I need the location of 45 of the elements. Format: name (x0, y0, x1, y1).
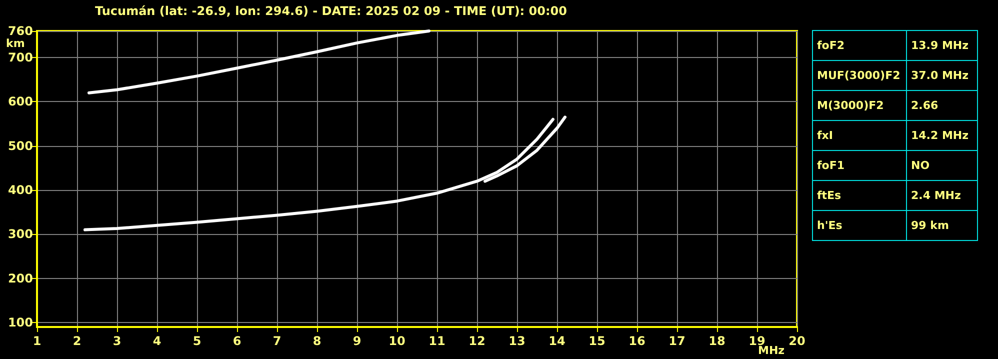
text: NO (906, 150, 978, 180)
line-series (88, 30, 430, 94)
x-tick-label: 20 (788, 334, 806, 348)
x-tick-label: 7 (272, 334, 282, 348)
text: foF1 (812, 150, 906, 180)
x-tick-label: 12 (468, 334, 486, 348)
text: 14.2 MHz (906, 120, 978, 150)
x-tick-label: 18 (708, 334, 726, 348)
x-tick-label: 14 (548, 334, 566, 348)
x-tick-label: 16 (628, 334, 646, 348)
text: ftEs (812, 180, 906, 210)
text: 2.66 (906, 90, 978, 120)
x-tick-label: 5 (192, 334, 202, 348)
y-tick-label: 100 (8, 316, 33, 330)
x-tick-label: 10 (388, 334, 406, 348)
x-tick-label: 13 (508, 334, 526, 348)
y-tick-label: 600 (8, 94, 33, 109)
x-axis-title: MHz (758, 344, 785, 357)
text: foF2 (812, 30, 906, 60)
text: 2.4 MHz (906, 180, 978, 210)
x-tick-label: 9 (352, 334, 362, 348)
text: M(3000)F2 (812, 90, 906, 120)
text: fxI (812, 120, 906, 150)
x-tick-label: 11 (428, 334, 446, 348)
y-tick-label: 300 (8, 227, 33, 242)
x-tick-label: 3 (112, 334, 122, 348)
text: 99 km (906, 210, 978, 240)
chart-title: Tucumán (lat: -26.9, lon: 294.6) - DATE: 2025 02 09 - TIME (UT): 00:00 (95, 4, 567, 18)
x-tick-label: 8 (312, 334, 322, 348)
x-tick-label: 4 (152, 334, 162, 348)
y-tick-label: 500 (8, 138, 33, 153)
x-tick-label: 2 (72, 334, 82, 348)
y-tick-label: 700 (8, 50, 33, 65)
text: 37.0 MHz (906, 60, 978, 90)
y-tick-label: 760 (8, 24, 33, 38)
x-tick-label: 15 (588, 334, 606, 348)
x-tick-label: 17 (668, 334, 686, 348)
text: MUF(3000)F2 (812, 60, 906, 90)
text: 13.9 MHz (906, 30, 978, 60)
x-tick-label: 1 (32, 334, 42, 348)
y-tick-label: 400 (8, 183, 33, 198)
y-tick-label: 200 (8, 271, 33, 286)
text: h'Es (812, 210, 906, 240)
y-axis-title: km (6, 37, 25, 50)
x-tick-label: 6 (232, 334, 242, 348)
